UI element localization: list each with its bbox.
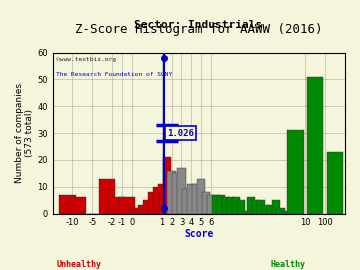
Bar xyxy=(266,205,275,214)
Bar xyxy=(262,205,270,214)
Bar xyxy=(158,184,166,214)
Title: Z-Score Histogram for AAWW (2016): Z-Score Histogram for AAWW (2016) xyxy=(75,23,323,36)
Bar xyxy=(242,211,250,214)
X-axis label: Score: Score xyxy=(184,229,213,239)
Bar xyxy=(153,187,161,214)
Bar xyxy=(282,211,290,214)
Bar xyxy=(119,197,135,214)
Bar xyxy=(167,171,176,214)
Bar xyxy=(148,192,156,214)
Bar xyxy=(128,208,136,214)
Bar xyxy=(257,200,265,214)
Bar xyxy=(162,157,171,214)
Bar xyxy=(276,208,285,214)
Bar xyxy=(192,184,201,214)
Bar xyxy=(197,179,206,214)
Bar xyxy=(172,173,181,214)
Bar xyxy=(247,197,255,214)
Bar xyxy=(202,192,210,214)
Text: The Research Foundation of SUNY: The Research Foundation of SUNY xyxy=(55,72,172,77)
Bar xyxy=(212,195,220,214)
Bar xyxy=(271,200,280,214)
Bar xyxy=(307,77,324,214)
Bar xyxy=(227,197,235,214)
Bar xyxy=(287,130,303,214)
Text: 1.026: 1.026 xyxy=(167,129,194,137)
Bar xyxy=(237,200,245,214)
Bar xyxy=(183,189,190,214)
Bar xyxy=(59,195,76,214)
Bar xyxy=(217,195,225,214)
Bar xyxy=(109,197,125,214)
Bar xyxy=(177,168,186,214)
Text: Unhealthy: Unhealthy xyxy=(57,260,102,269)
Bar xyxy=(187,184,195,214)
Bar xyxy=(222,197,230,214)
Text: Healthy: Healthy xyxy=(270,260,306,269)
Bar xyxy=(133,208,141,214)
Bar xyxy=(143,200,151,214)
Bar xyxy=(207,195,215,214)
Text: Sector: Industrials: Sector: Industrials xyxy=(134,20,262,30)
Bar xyxy=(69,197,86,214)
Bar xyxy=(138,205,146,214)
Bar xyxy=(252,200,260,214)
Bar xyxy=(99,179,115,214)
Bar xyxy=(232,197,240,214)
Y-axis label: Number of companies
(573 total): Number of companies (573 total) xyxy=(15,83,35,183)
Bar xyxy=(327,152,343,214)
Text: ©www.textbiz.org: ©www.textbiz.org xyxy=(55,57,116,62)
